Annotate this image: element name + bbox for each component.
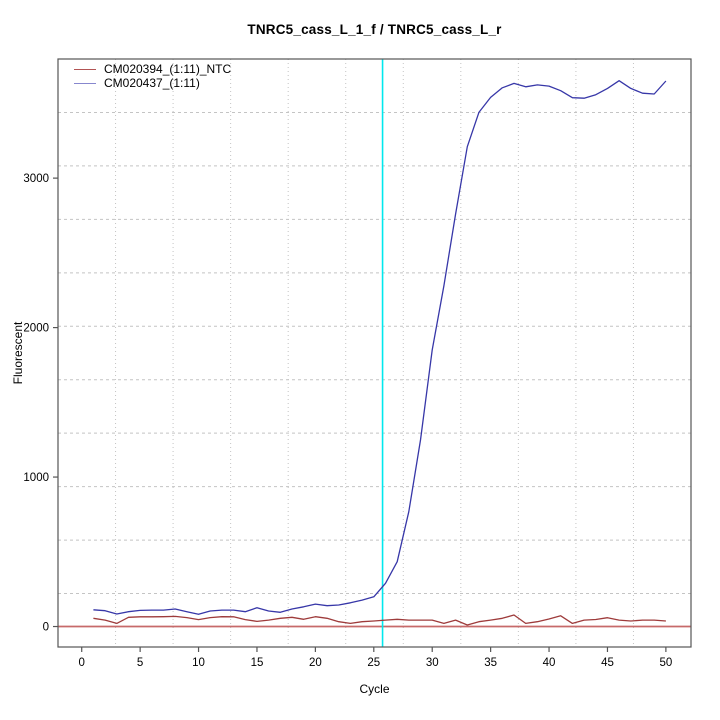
x-tick-label: 35 — [484, 657, 497, 669]
x-tick-label: 15 — [251, 657, 264, 669]
x-tick-label: 45 — [601, 657, 614, 669]
curve-sample — [93, 80, 667, 615]
x-tick-label: 0 — [79, 657, 85, 669]
chart-title: TNRC5_cass_L_1_f / TNRC5_cass_L_r — [247, 22, 502, 37]
legend-item-ntc: CM020394_(1:11)_NTC — [74, 62, 231, 76]
x-tick-label: 5 — [137, 657, 143, 669]
x-tick-label: 25 — [367, 657, 380, 669]
legend-label-ntc: CM020394_(1:11)_NTC — [104, 62, 232, 76]
y-tick-label: 3000 — [23, 173, 49, 185]
legend: CM020394_(1:11)_NTC CM020437_(1:11) — [74, 62, 231, 90]
x-tick-label: 10 — [192, 657, 205, 669]
x-tick-label: 30 — [426, 657, 439, 669]
x-axis-label: Cycle — [359, 682, 390, 696]
x-tick-label: 40 — [543, 657, 556, 669]
y-tick-label: 0 — [43, 622, 49, 634]
y-axis-label: Fluorescent — [11, 321, 25, 385]
plot-box — [57, 58, 692, 648]
curve-ntc — [93, 614, 666, 626]
x-tick-label: 20 — [309, 657, 322, 669]
legend-label-sample: CM020437_(1:11) — [104, 76, 200, 90]
x-tick-label: 50 — [659, 657, 672, 669]
legend-line-swatch-ntc — [74, 68, 96, 70]
y-tick-label: 1000 — [23, 472, 49, 484]
legend-line-swatch-sample — [74, 82, 96, 84]
y-tick-label: 2000 — [23, 323, 49, 335]
legend-item-sample: CM020437_(1:11) — [74, 76, 231, 90]
